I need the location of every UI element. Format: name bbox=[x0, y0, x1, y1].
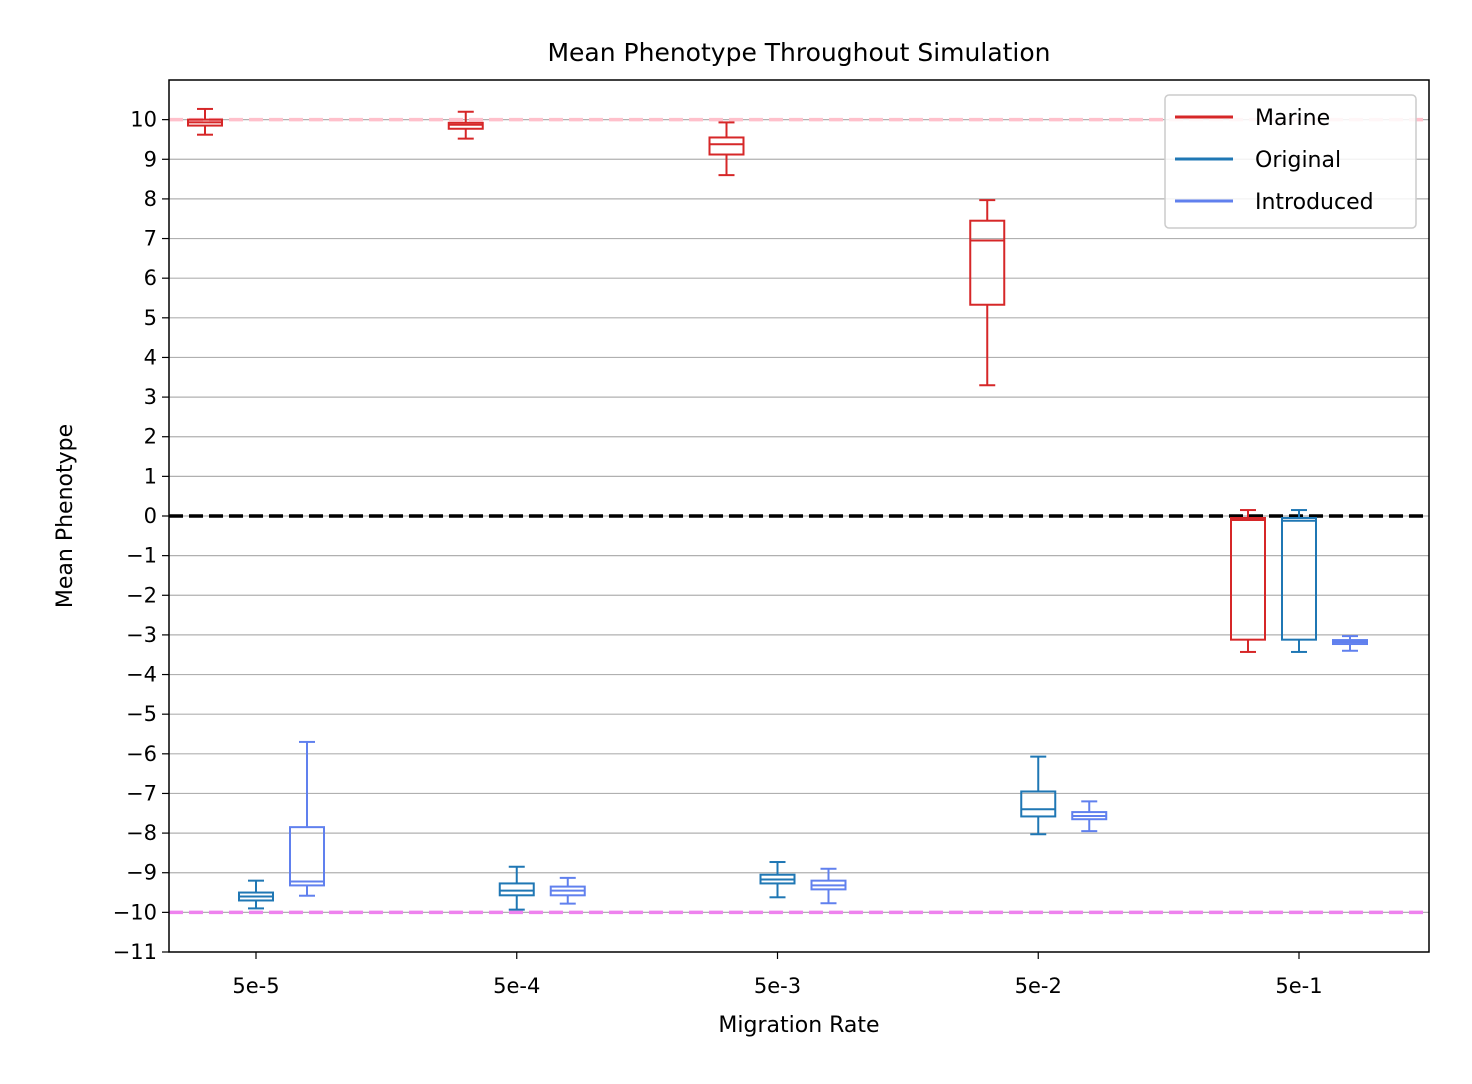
y-tick-label: 5 bbox=[144, 306, 157, 330]
y-tick-label: −1 bbox=[126, 544, 157, 568]
y-tick-label: −11 bbox=[113, 940, 157, 964]
box-marine-5e-1 bbox=[1230, 509, 1266, 653]
x-tick-label: 5e-1 bbox=[1275, 974, 1322, 998]
box-introduced-5e-4 bbox=[549, 876, 586, 905]
box-marine-5e-4 bbox=[447, 110, 484, 140]
y-tick-label: 9 bbox=[144, 147, 157, 171]
y-tick-label: −7 bbox=[126, 781, 157, 805]
x-axis-label: Migration Rate bbox=[718, 1013, 879, 1038]
y-tick-label: −6 bbox=[126, 742, 157, 766]
box-original-5e-4 bbox=[498, 865, 535, 911]
y-tick-label: 1 bbox=[144, 464, 157, 488]
legend-label: Introduced bbox=[1255, 190, 1374, 215]
box-body bbox=[498, 882, 535, 897]
box-marine-5e-5 bbox=[187, 107, 223, 136]
y-tick-label: 10 bbox=[130, 108, 157, 132]
y-tick-label: −9 bbox=[126, 861, 157, 885]
y-tick-label: 4 bbox=[144, 345, 157, 369]
y-tick-label: 7 bbox=[144, 227, 157, 251]
box-original-5e-5 bbox=[238, 879, 274, 910]
y-tick-label: 8 bbox=[144, 187, 157, 211]
y-tick-label: 0 bbox=[144, 504, 157, 528]
legend-label: Original bbox=[1255, 148, 1341, 173]
y-axis-label: Mean Phenotype bbox=[53, 424, 78, 608]
box-body bbox=[1281, 516, 1317, 641]
box-introduced-5e-1 bbox=[1332, 635, 1368, 652]
box-body bbox=[708, 136, 745, 156]
box-original-5e-3 bbox=[759, 861, 796, 899]
box-introduced-5e-3 bbox=[810, 867, 847, 905]
y-tick-label: 3 bbox=[144, 385, 157, 409]
x-tick-label: 5e-5 bbox=[232, 974, 279, 998]
box-body bbox=[969, 219, 1006, 306]
box-original-5e-2 bbox=[1020, 755, 1057, 836]
y-tick-label: −8 bbox=[126, 821, 157, 845]
box-marine-5e-3 bbox=[708, 121, 745, 177]
legend: Marine Original Introduced bbox=[1164, 94, 1417, 229]
x-tick-label: 5e-4 bbox=[493, 974, 540, 998]
y-tick-label: −10 bbox=[113, 900, 157, 924]
legend-label: Marine bbox=[1255, 106, 1330, 131]
y-tick-label: 6 bbox=[144, 266, 157, 290]
y-tick-label: −4 bbox=[126, 663, 157, 687]
y-tick-label: −3 bbox=[126, 623, 157, 647]
box-introduced-5e-2 bbox=[1071, 800, 1108, 833]
x-axis-ticks: 5e-5 5e-4 5e-3 5e-2 5e-1 bbox=[232, 952, 1323, 998]
y-tick-label: −5 bbox=[126, 702, 157, 726]
box-original-5e-1 bbox=[1281, 509, 1317, 653]
box-body bbox=[1230, 516, 1266, 641]
chart-title: Mean Phenotype Throughout Simulation bbox=[547, 38, 1050, 67]
boxes bbox=[187, 107, 1368, 911]
box-introduced-5e-5 bbox=[289, 740, 325, 897]
legend-frame bbox=[1164, 94, 1417, 229]
y-tick-label: 2 bbox=[144, 425, 157, 449]
box-body bbox=[289, 826, 325, 887]
x-tick-label: 5e-3 bbox=[754, 974, 801, 998]
y-tick-label: −2 bbox=[126, 583, 157, 607]
x-tick-label: 5e-2 bbox=[1015, 974, 1062, 998]
box-marine-5e-2 bbox=[969, 199, 1006, 387]
box-body bbox=[1020, 790, 1057, 818]
